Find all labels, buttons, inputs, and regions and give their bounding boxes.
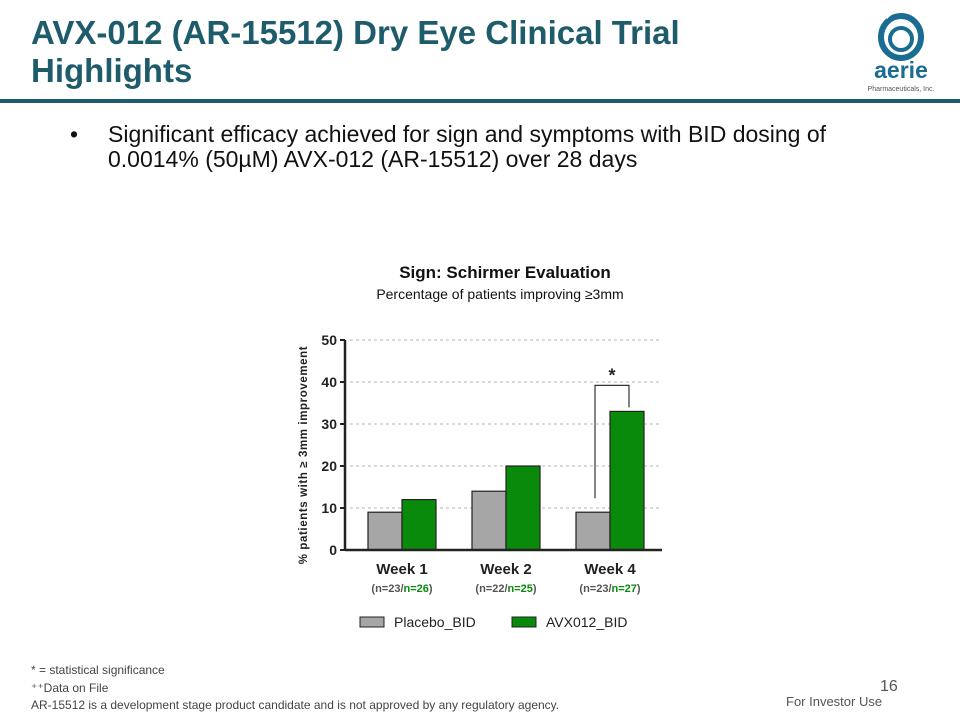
- sample-size-label: (n=23/n=26): [371, 583, 433, 595]
- bar-avx012: [505, 465, 541, 551]
- n-close: ): [429, 583, 433, 595]
- y-tick-label: 10: [321, 500, 337, 516]
- slide-title: AVX-012 (AR-15512) Dry Eye Clinical Tria…: [31, 14, 680, 89]
- logo-wordmark: aerie: [874, 57, 928, 83]
- chart-title: Sign: Schirmer Evaluation: [399, 263, 611, 282]
- x-tick-label: Week 1: [376, 561, 427, 578]
- n-avx012: n=26: [404, 583, 429, 595]
- legend-swatch: [511, 616, 537, 628]
- page-number: 16: [880, 678, 898, 695]
- bullet-text: Significant efficacy achieved for sign a…: [108, 121, 827, 172]
- aerie-logo: aerie Pharmaceuticals, Inc.: [868, 8, 935, 93]
- significance-bracket: [594, 384, 630, 499]
- bar-avx012: [609, 410, 645, 551]
- y-tick-label: 40: [321, 374, 337, 390]
- legend-label: AVX012_BID: [546, 614, 627, 630]
- sample-size-label: (n=23/n=27): [579, 583, 641, 595]
- n-avx012: n=27: [612, 583, 637, 595]
- legend-swatch: [359, 616, 385, 628]
- title-divider: [0, 99, 960, 103]
- bar-placebo: [367, 511, 403, 551]
- n-placebo: (n=23/: [371, 583, 403, 595]
- chart-subtitle: Percentage of patients improving ≥3mm: [376, 286, 624, 302]
- footnote-data: ⁺⁺Data on File: [31, 681, 109, 695]
- n-close: ): [533, 583, 537, 595]
- x-tick-label: Week 2: [480, 561, 531, 578]
- investor-note: For Investor Use: [786, 694, 883, 709]
- legend-label: Placebo_BID: [394, 614, 476, 630]
- x-tick-label: Week 4: [584, 561, 636, 578]
- n-close: ): [637, 583, 641, 595]
- y-tick-label: 20: [321, 458, 337, 474]
- y-axis-label: % patients with ≥ 3mm improvement: [298, 346, 310, 564]
- y-tick-label: 0: [329, 542, 337, 558]
- footnote-significance: * = statistical significance: [31, 663, 165, 677]
- bullet-dot: •: [70, 121, 79, 147]
- logo-tagline: Pharmaceuticals, Inc.: [868, 86, 935, 93]
- bar-avx012: [401, 499, 437, 551]
- n-avx012: n=25: [508, 583, 533, 595]
- y-tick-label: 50: [321, 332, 337, 348]
- bar-placebo: [575, 511, 611, 551]
- bar-chart: 0 10 20 30 40 50 % patients with ≥ 3mm improve…: [298, 332, 662, 630]
- n-placebo: (n=22/: [475, 583, 507, 595]
- y-tick-label: 30: [321, 416, 337, 432]
- bar-placebo: [471, 490, 507, 551]
- footnote-disclaimer: AR-15512 is a development stage product …: [31, 698, 560, 712]
- swirl-icon: [878, 8, 924, 61]
- sample-size-label: (n=22/n=25): [475, 583, 537, 595]
- n-placebo: (n=23/: [579, 583, 611, 595]
- significance-asterisk: *: [608, 365, 615, 385]
